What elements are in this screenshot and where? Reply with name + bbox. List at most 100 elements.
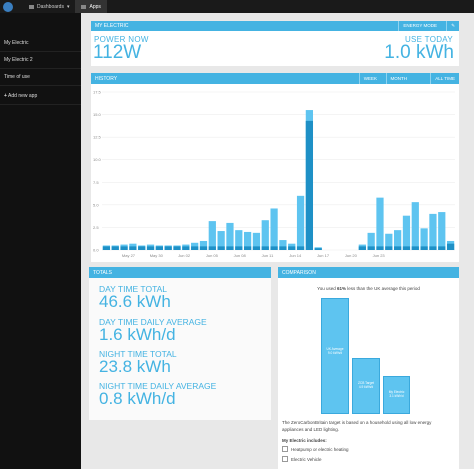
heatpump-label: Heatpump or electric heating <box>291 446 349 452</box>
plus-icon: + <box>4 93 7 99</box>
y-tick-label: 5.0 <box>93 202 99 207</box>
top-bar: Dashboards ▾ Apps <box>0 0 474 13</box>
night-total-label: NIGHT TIME TOTAL <box>99 349 177 359</box>
month-button[interactable]: MONTH <box>385 73 412 84</box>
history-night-bar <box>420 246 428 250</box>
history-night-bar <box>129 246 137 250</box>
comparison-body: You used 61% less than the UK average th… <box>278 278 459 469</box>
energy-mode-button[interactable]: ENERGY MODE <box>398 21 441 31</box>
week-button[interactable]: WEEK <box>358 73 381 84</box>
comparison-footnote: The ZeroCarbonBritain target is based on… <box>282 420 432 432</box>
day-total-value: 46.6 kWh <box>99 292 171 311</box>
sidebar-item-time-of-use[interactable]: Time of use <box>0 69 81 86</box>
apps-icon <box>81 4 87 9</box>
x-tick-label: Jun 17 <box>317 253 330 258</box>
all-time-button[interactable]: ALL TIME <box>430 73 459 84</box>
history-night-bar <box>270 246 278 250</box>
history-bar <box>226 222 234 250</box>
totals-body: DAY TIME TOTAL 46.6 kWh DAY TIME DAILY A… <box>89 278 271 420</box>
comparison-intro-prefix: You used <box>317 286 336 291</box>
y-tick-label: 12.5 <box>93 135 102 140</box>
y-tick-label: 17.5 <box>93 90 102 95</box>
history-night-bar <box>120 246 128 250</box>
history-night-bar <box>438 246 446 250</box>
nav-dashboards[interactable]: Dashboards ▾ <box>23 0 75 13</box>
history-night-bar <box>279 246 287 250</box>
comparison-intro: You used 61% less than the UK average th… <box>278 286 459 291</box>
history-bar <box>199 240 208 250</box>
sidebar-item-my-electric[interactable]: My Electric <box>0 35 81 52</box>
x-tick-label: Jun 02 <box>178 253 191 258</box>
history-bar <box>296 195 305 250</box>
history-night-bar <box>429 246 437 250</box>
heatpump-checkbox[interactable] <box>282 446 288 452</box>
sidebar-item-my-electric-2[interactable]: My Electric 2 <box>0 52 81 69</box>
x-tick-label: Jun 11 <box>262 253 274 258</box>
nav-apps[interactable]: Apps <box>75 0 107 13</box>
history-chart: 0.0 2.5 5.0 7.5 10.0 12.5 15.0 17.5 May 27 May 30… <box>93 90 455 258</box>
nav-dashboards-label: Dashboards <box>37 3 64 10</box>
history-body: 0.0 2.5 5.0 7.5 10.0 12.5 15.0 17.5 May 27 May 30… <box>91 84 459 262</box>
history-bar <box>270 208 278 250</box>
history-bar <box>394 230 402 250</box>
night-average-value: 0.8 kWh/d <box>99 389 176 408</box>
history-night-bar <box>261 246 269 250</box>
history-bar <box>261 220 269 250</box>
history-night-bar <box>217 246 225 250</box>
history-night-bar <box>111 246 119 250</box>
includes-title: My Electric includes: <box>282 438 327 443</box>
comparison-header: COMPARISON <box>278 267 459 278</box>
y-tick-label: 10.0 <box>93 157 102 162</box>
y-tick-label: 15.0 <box>93 112 102 117</box>
electric-vehicle-label: Electric Vehicle <box>291 456 322 462</box>
comparison-intro-suffix: less than the UK average this period <box>347 286 420 291</box>
add-new-app-label: Add new app <box>8 93 38 99</box>
history-bar <box>420 228 428 250</box>
history-bar <box>402 215 411 250</box>
history-bar <box>279 240 287 250</box>
history-night-bar <box>164 246 172 250</box>
history-night-bar <box>394 246 402 250</box>
y-tick-label: 0.0 <box>93 248 99 253</box>
history-night-bar <box>252 246 261 250</box>
wrench-icon[interactable]: ✎ <box>446 21 459 31</box>
history-night-bar <box>235 246 243 250</box>
history-night-bar <box>102 246 111 250</box>
my-electric-title: MY ELECTRIC <box>95 23 129 29</box>
uk-average-bar-label: UK Average <box>326 347 344 351</box>
add-new-app-button[interactable]: + Add new app <box>0 88 81 105</box>
y-tick-label: 2.5 <box>93 225 99 230</box>
uk-average-bar-value: 9.0 kWh/d <box>327 351 343 355</box>
history-night-bar <box>314 248 322 250</box>
my-electric-header: MY ELECTRIC ENERGY MODE ✎ <box>91 21 459 31</box>
comparison-title: COMPARISON <box>282 269 316 276</box>
electric-vehicle-checkbox-row[interactable]: Electric Vehicle <box>282 456 322 462</box>
history-night-bar <box>358 246 366 250</box>
history-bar <box>385 233 393 250</box>
electric-vehicle-checkbox[interactable] <box>282 456 288 462</box>
history-night-bar <box>385 246 393 250</box>
power-now-label: POWER NOW <box>94 35 149 44</box>
history-bar <box>243 231 252 250</box>
history-bar <box>217 231 225 250</box>
zcb-target-bar: ZCB Target 4.9 kWh/d <box>352 358 380 414</box>
chevron-down-icon: ▾ <box>66 3 70 10</box>
day-average-value: 1.6 kWh/d <box>99 325 176 344</box>
app-logo-icon[interactable] <box>3 1 13 12</box>
history-bar <box>235 230 243 250</box>
totals-title: TOTALS <box>93 269 112 276</box>
x-tick-label: Jun 05 <box>206 253 219 258</box>
zcb-target-bar-label: ZCB Target <box>357 381 375 385</box>
totals-header: TOTALS <box>89 267 271 278</box>
history-night-bar <box>182 246 190 250</box>
history-night-bar <box>411 246 419 250</box>
x-tick-label: Jun 20 <box>345 253 358 258</box>
my-electric-body: POWER NOW 112W USE TODAY 1.0 kWh <box>91 31 459 66</box>
my-electric-bar-value: 3.1 kWh/d <box>389 394 404 398</box>
uk-average-bar: UK Average 9.0 kWh/d <box>321 298 349 414</box>
history-bar <box>252 232 261 250</box>
history-bar <box>367 232 375 250</box>
heatpump-checkbox-row[interactable]: Heatpump or electric heating <box>282 446 349 452</box>
history-night-bar <box>138 246 146 250</box>
x-tick-label: Jun 23 <box>373 253 386 258</box>
